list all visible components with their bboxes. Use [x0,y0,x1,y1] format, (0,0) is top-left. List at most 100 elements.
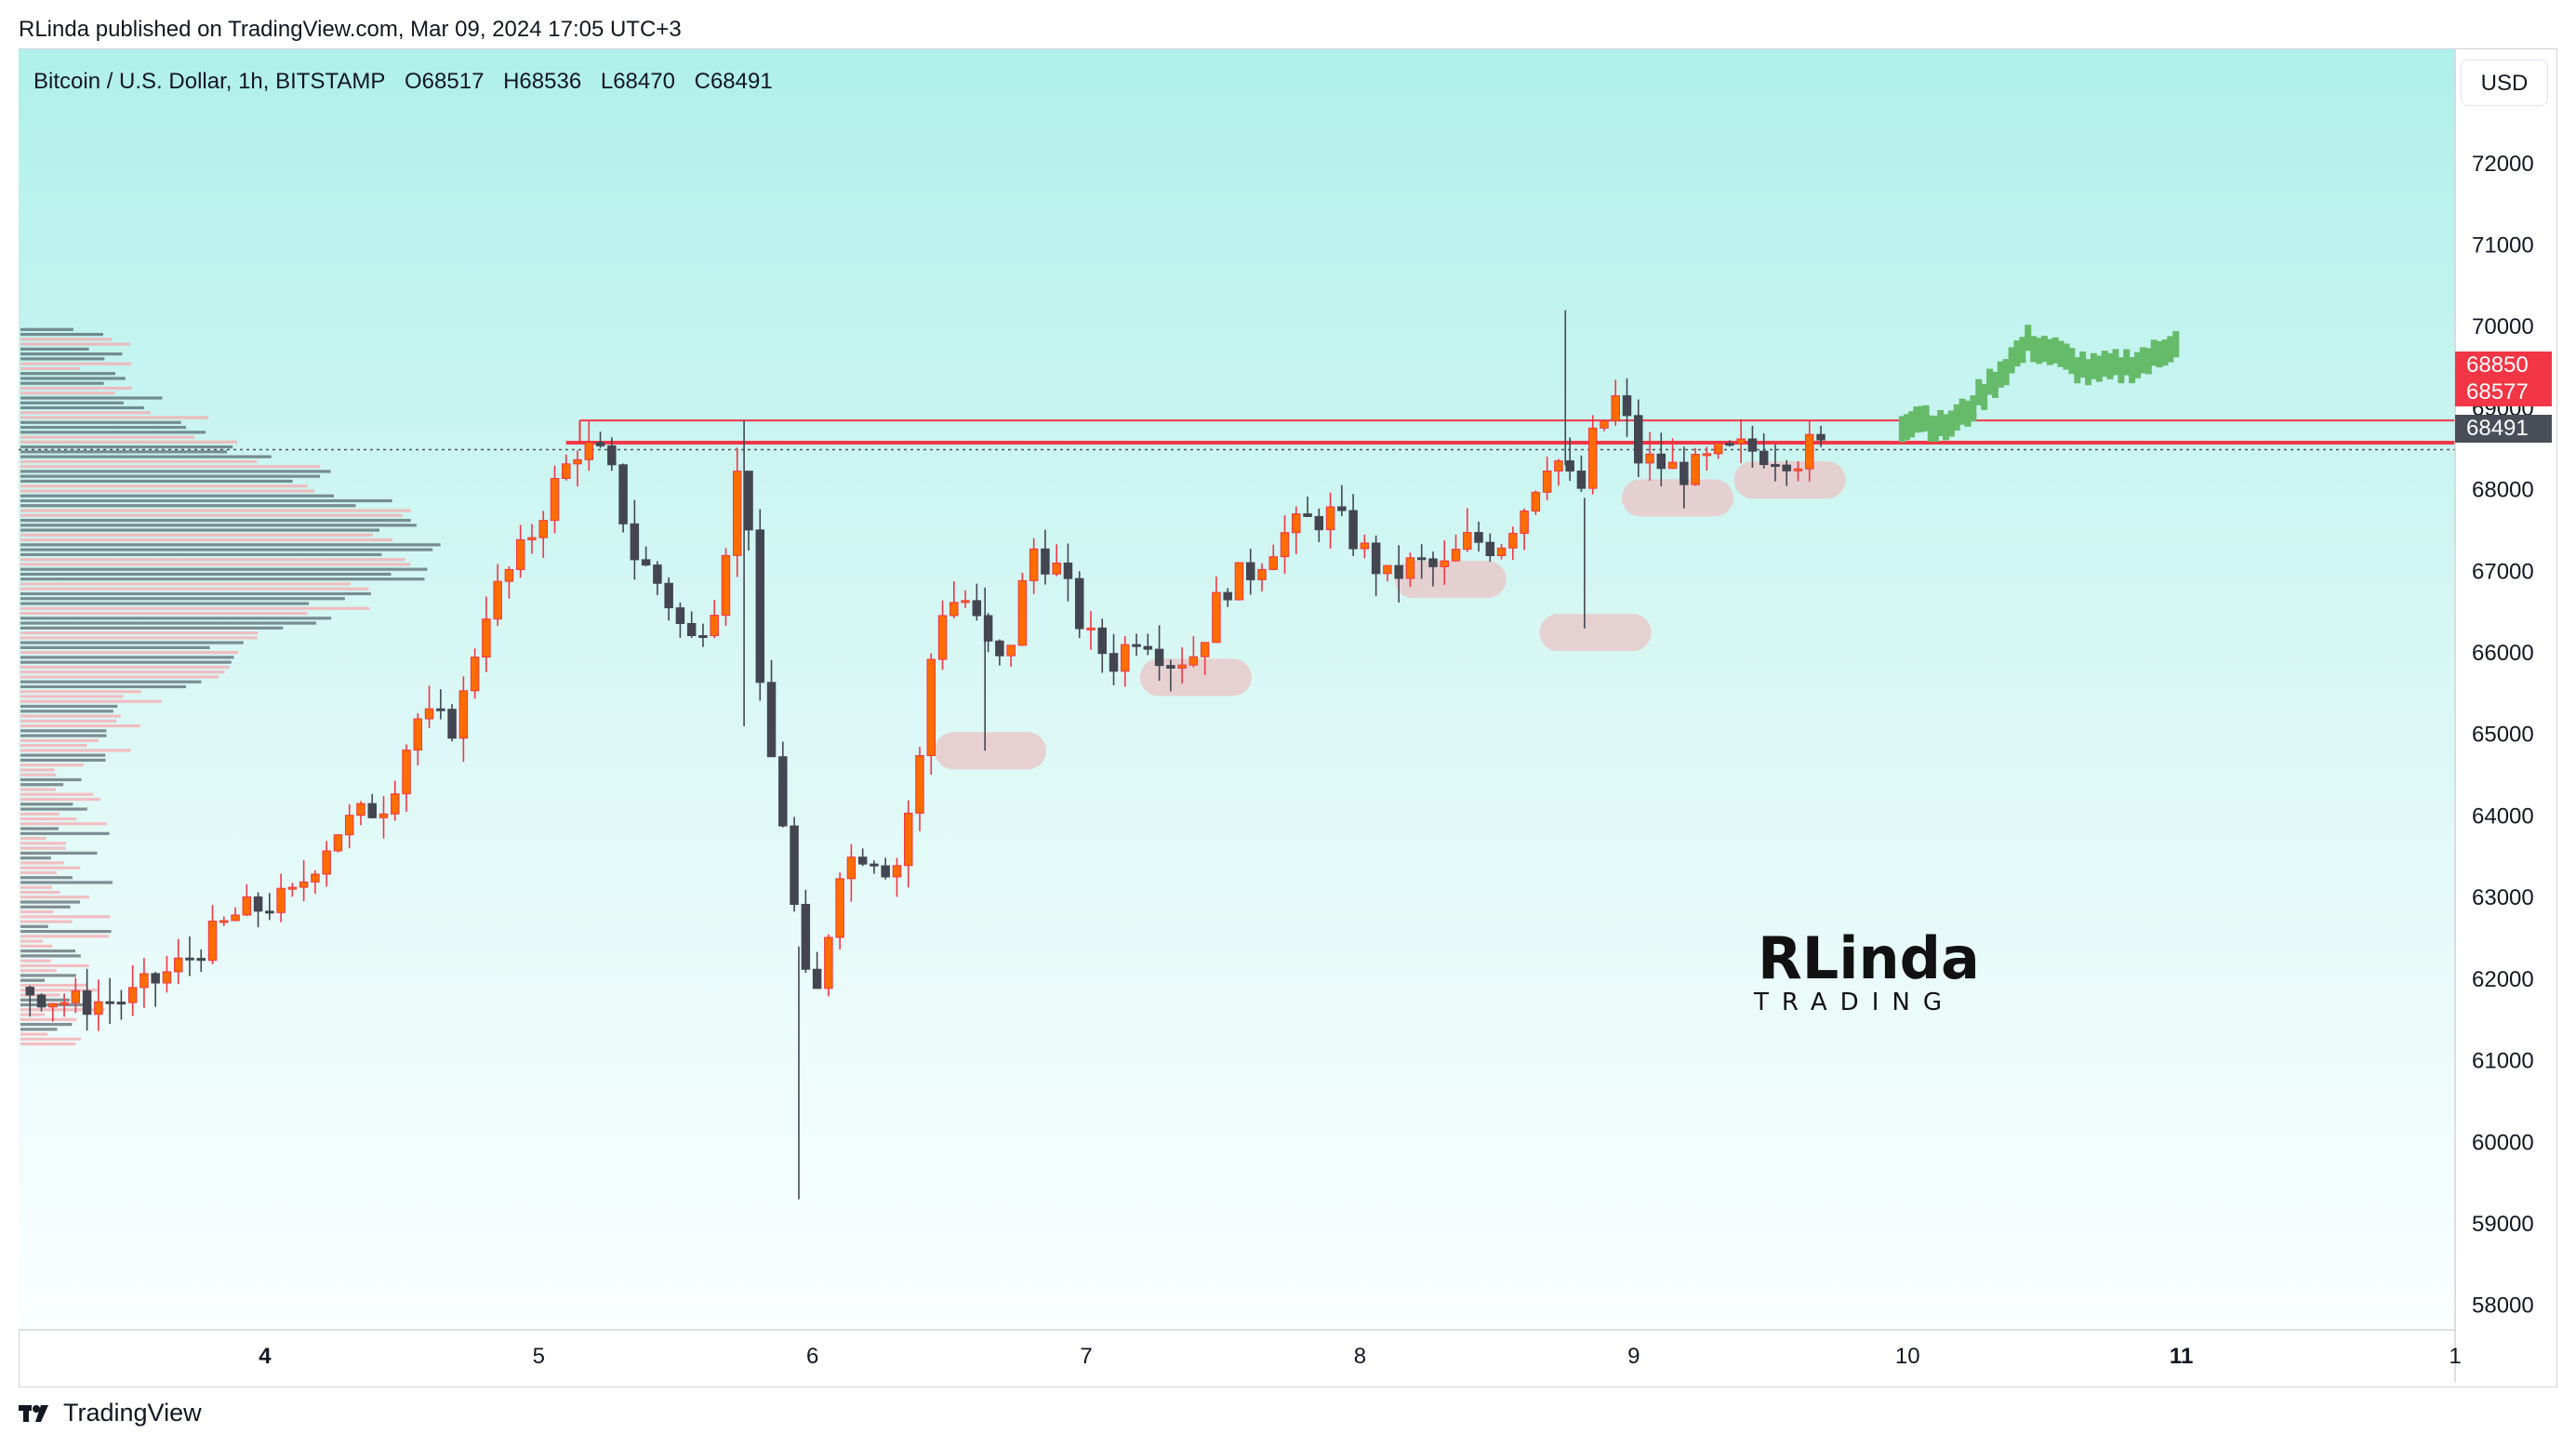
candle-body [1109,653,1119,672]
candle-body [538,520,548,538]
profile-bar [20,366,81,371]
forecast-bar [2057,340,2065,367]
forecast-bar [1970,395,1977,422]
forecast-bar [2134,352,2142,378]
profile-bar [20,905,71,909]
profile-bar [20,645,210,649]
forecast-bar [2139,347,2146,374]
candle-body [1121,644,1130,672]
forecast-bar [2129,356,2136,384]
profile-bar [20,498,392,503]
candle-body [1371,542,1381,575]
forecast-bar [2090,352,2097,379]
profile-bar [20,1013,46,1016]
forecast-bar [1964,400,1972,427]
profile-bar [20,695,124,698]
price-tag-resistance-low: 68577 [2455,378,2552,406]
profile-bar [20,924,48,928]
candle-body [276,887,285,913]
profile-bar [20,719,117,723]
support-zone [1621,479,1733,517]
profile-bar [20,684,186,689]
tradingview-footer[interactable]: TradingView [19,1399,202,1427]
forecast-bar [1913,406,1920,433]
candle-body [1576,471,1587,489]
forecast-bar [2172,331,2180,358]
currency-button[interactable]: USD [2461,60,2548,106]
price-tick-label: 58000 [2472,1294,2534,1319]
candle-body [1634,415,1643,464]
profile-bar [20,405,144,410]
price-tick-label: 62000 [2472,967,2534,992]
candle-body [1188,656,1199,666]
candle-body [424,708,434,720]
forecast-bar [2079,351,2087,378]
profile-bar [20,611,308,616]
forecast-bar [2118,357,2125,384]
candle-body [1554,460,1563,472]
profile-bar [20,753,106,757]
forecast-bar [2161,339,2169,366]
profile-bar [20,372,116,376]
candle-body [1736,438,1746,445]
profile-bar [20,504,356,508]
candle-body [322,850,331,875]
profile-bar [20,680,202,684]
time-tick-label: 10 [1895,1344,1920,1369]
candle-body [493,580,502,620]
profile-bar [20,474,321,478]
profile-bar [20,656,234,659]
profile-bar [20,1028,58,1031]
forecast-bar [2144,348,2152,375]
profile-bar [20,386,132,391]
profile-bar [20,381,104,385]
profile-bar [20,788,56,791]
candle-body [1440,560,1449,567]
profile-bar [20,915,111,919]
profile-bar [20,572,392,577]
candle-body [1097,627,1108,655]
price-tick-label: 72000 [2472,152,2534,177]
candle-body [265,910,274,914]
profile-bar [20,929,112,934]
profile-bar [20,665,230,670]
candle-body [915,755,924,814]
profile-bar [20,440,237,444]
candle-body [470,657,480,692]
profile-bar [20,1008,105,1012]
profile-bar [20,738,100,742]
candle-body [378,813,389,818]
forecast-bar [2040,336,2048,363]
profile-bar [20,827,59,830]
forecast-bar [2074,357,2081,384]
candle-body [333,834,343,852]
profile-bar [20,714,121,718]
price-tag-last: 68491 [2455,415,2552,443]
price-tick-label: 67000 [2472,559,2534,584]
legend-high: H68536 [503,69,582,94]
profile-bar [20,641,244,644]
profile-bar [20,528,380,532]
profile-bar [20,842,67,845]
candle-body [607,445,617,466]
candle-body [755,529,765,684]
price-tick-label: 71000 [2472,232,2534,258]
forecast-bar [2095,355,2103,382]
candle-body [1360,542,1370,550]
resistance-lines [19,419,2455,451]
forecast-bar [2030,336,2038,363]
forecast-bar [2025,325,2032,352]
candle-body [1154,648,1164,667]
profile-bar [20,494,334,498]
candle-body [1725,443,1734,446]
candle-body [1691,454,1700,485]
candle-body [287,886,298,890]
candle-body [1520,510,1529,535]
candle-body [937,615,948,660]
candle-body [641,559,651,566]
candle-body [972,600,982,617]
profile-bar [20,327,73,331]
candle-body [1463,532,1472,551]
profile-bar [20,974,76,977]
